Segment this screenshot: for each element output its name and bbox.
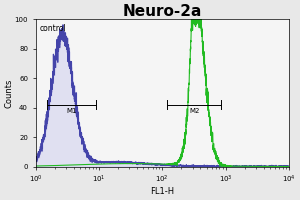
Y-axis label: Counts: Counts xyxy=(4,78,13,108)
Title: Neuro-2a: Neuro-2a xyxy=(123,4,202,19)
X-axis label: FL1-H: FL1-H xyxy=(150,187,174,196)
Text: M1: M1 xyxy=(66,108,77,114)
Text: M2: M2 xyxy=(189,108,200,114)
Text: control: control xyxy=(40,24,66,33)
